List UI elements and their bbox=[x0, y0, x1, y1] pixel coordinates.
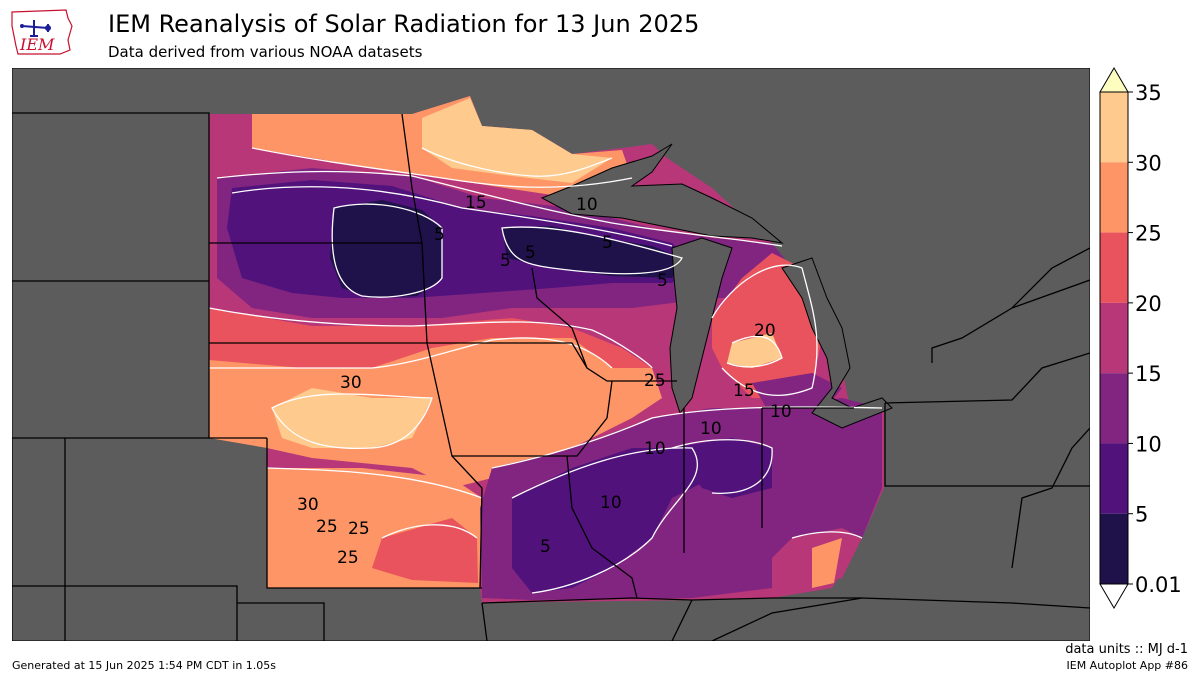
zone-orange-plains bbox=[209, 338, 662, 488]
zone-indigo-in bbox=[672, 438, 772, 498]
colorbar-tick-label: 5 bbox=[1135, 503, 1148, 527]
label-5-wi-b: 5 bbox=[525, 243, 536, 263]
zone-orange-ky bbox=[812, 538, 842, 588]
colorbar-bottom-arrow bbox=[1099, 583, 1129, 609]
label-10-in: 10 bbox=[700, 419, 722, 439]
label-10-up: 10 bbox=[576, 195, 598, 215]
colorbar-tick-label: 35 bbox=[1135, 81, 1162, 105]
label-25-il: 25 bbox=[644, 371, 666, 391]
colorbar-frame bbox=[1099, 91, 1129, 585]
colorbar-segments bbox=[1100, 92, 1128, 584]
colorbar-bin bbox=[1100, 232, 1128, 303]
contour-labels: 15 5 5 5 5 5 10 20 15 10 25 10 10 10 5 3… bbox=[297, 193, 792, 568]
autoplot-app-id: IEM Autoplot App #86 bbox=[1066, 659, 1189, 672]
map-subtitle: Data derived from various NOAA datasets bbox=[108, 43, 423, 61]
label-30-ks: 30 bbox=[297, 495, 319, 515]
label-15-mn: 15 bbox=[465, 193, 487, 213]
contour-lines bbox=[208, 147, 883, 594]
colorbar-tick-label: 10 bbox=[1135, 432, 1162, 456]
label-25-ks-a: 25 bbox=[316, 517, 338, 537]
state-borders bbox=[12, 112, 1090, 641]
colorbar-bin bbox=[1100, 373, 1128, 444]
zone-peach-ne bbox=[272, 388, 432, 448]
label-25-ks-c: 25 bbox=[337, 548, 359, 568]
colorbar-bin bbox=[1100, 92, 1128, 163]
lake-michigan bbox=[669, 237, 733, 415]
zone-darkest-wi bbox=[502, 226, 682, 278]
iem-logo: IEM bbox=[8, 6, 74, 58]
label-20-mi: 20 bbox=[754, 321, 776, 341]
label-5-mn: 5 bbox=[434, 225, 445, 245]
colorbar-tick-label: 20 bbox=[1135, 292, 1162, 316]
label-25-ks-b: 25 bbox=[348, 519, 370, 539]
label-10-oh: 10 bbox=[770, 402, 792, 422]
colorbar-bin bbox=[1100, 302, 1128, 374]
map-title: IEM Reanalysis of Solar Radiation for 13… bbox=[108, 10, 700, 38]
zone-peach-michigan bbox=[727, 333, 782, 368]
colorbar-bin bbox=[1100, 513, 1128, 584]
zone-darkest-sd bbox=[330, 200, 442, 298]
colorbar-top-arrow bbox=[1099, 67, 1129, 93]
colorbar-tick-label: 15 bbox=[1135, 362, 1162, 386]
label-5-mo: 5 bbox=[540, 537, 551, 557]
colorbar-tick-label: 30 bbox=[1135, 151, 1162, 175]
colorbar-bin bbox=[1100, 162, 1128, 233]
colorbar-ticks: 35 30 25 20 15 10 5 0.01 bbox=[1128, 81, 1182, 597]
label-15-mi: 15 bbox=[733, 381, 755, 401]
zone-indigo-mo bbox=[512, 448, 712, 593]
zone-rose-ks bbox=[372, 518, 478, 583]
logo-text: IEM bbox=[19, 35, 55, 54]
generated-timestamp: Generated at 15 Jun 2025 1:54 PM CDT in … bbox=[12, 659, 277, 672]
label-5-up: 5 bbox=[602, 233, 613, 253]
zone-peach-north bbox=[422, 98, 612, 183]
colorbar-tick-label: 25 bbox=[1135, 222, 1162, 246]
label-10-mo: 10 bbox=[600, 493, 622, 513]
data-units: data units :: MJ d-1 bbox=[1065, 642, 1188, 657]
solar-radiation-map: 15 5 5 5 5 5 10 20 15 10 25 10 10 10 5 3… bbox=[12, 68, 1090, 641]
colorbar-bin bbox=[1100, 443, 1128, 514]
label-10-il-a: 10 bbox=[644, 439, 666, 459]
colorbar-tick-label: 0.01 bbox=[1135, 573, 1182, 597]
label-5-wi-c: 5 bbox=[657, 271, 668, 291]
lake-superior bbox=[540, 143, 784, 244]
label-30-ne: 30 bbox=[340, 373, 362, 393]
label-5-wi-a: 5 bbox=[500, 251, 511, 271]
colorbar: 35 30 25 20 15 10 5 0.01 bbox=[1099, 67, 1182, 609]
